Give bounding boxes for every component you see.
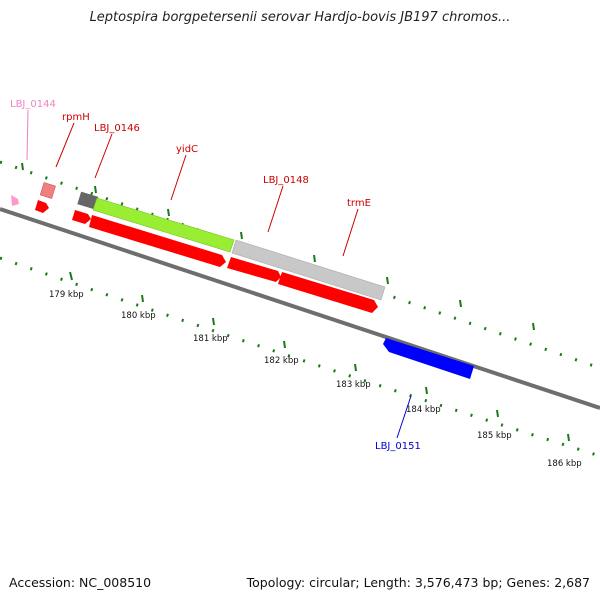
gene-LBJ_0148[interactable]: [231, 239, 386, 301]
scale-label: 182 kbp: [264, 356, 299, 366]
gene-yidC[interactable]: [92, 197, 235, 253]
scale-label: 181 kbp: [193, 334, 228, 344]
major-tick: [386, 276, 389, 285]
cds-feature: [278, 272, 378, 313]
gene-rpmH[interactable]: [39, 182, 56, 199]
gene-LBJ_0151[interactable]: [383, 338, 474, 379]
label-leaders: [26, 109, 412, 439]
scale-label: 180 kbp: [121, 311, 156, 321]
major-tick: [167, 208, 170, 217]
leader-trmE: [342, 208, 359, 257]
upper-major-ticks: [21, 162, 535, 331]
cds-feature: [89, 215, 226, 267]
major-tick: [496, 409, 499, 418]
scale-label: 186 kbp: [547, 459, 582, 469]
major-tick: [459, 299, 462, 308]
major-tick: [21, 162, 24, 171]
major-tick: [313, 254, 316, 263]
major-tick: [240, 231, 243, 240]
cds-feature: [227, 257, 281, 282]
chromosome-backbone: [0, 207, 600, 410]
major-tick: [532, 322, 535, 331]
label-LBJ_0148: LBJ_0148: [263, 175, 309, 186]
cds-feature: [35, 200, 49, 213]
scale-label: 183 kbp: [336, 380, 371, 390]
leader-rpmH: [55, 122, 75, 168]
scale-labels: 179 kbp 180 kbp 181 kbp 182 kbp 183 kbp …: [49, 290, 582, 469]
label-rpmH: rpmH: [62, 112, 90, 123]
scale-label: 185 kbp: [477, 431, 512, 441]
label-LBJ_0146: LBJ_0146: [94, 123, 140, 134]
major-tick: [283, 340, 286, 349]
accession-text: Accession: NC_008510: [9, 575, 152, 590]
scale-label: 179 kbp: [49, 290, 84, 300]
major-tick: [141, 294, 144, 303]
lower-major-ticks: [69, 271, 570, 442]
map-title: Leptospira borgpetersenii serovar Hardjo…: [89, 10, 511, 25]
major-tick: [69, 271, 73, 281]
gene-LBJ_0146[interactable]: [77, 191, 99, 210]
leader-LBJ_0151: [396, 395, 412, 439]
leader-LBJ_0146: [94, 133, 113, 179]
major-tick: [212, 317, 215, 326]
label-yidC: yidC: [176, 144, 198, 155]
scale-label: 184 kbp: [406, 405, 441, 415]
gene-LBJ_0144[interactable]: [11, 195, 19, 206]
major-tick: [425, 386, 428, 395]
leader-yidC: [170, 154, 187, 201]
summary-text: Topology: circular; Length: 3,576,473 bp…: [246, 575, 590, 590]
cds-feature: [72, 210, 91, 224]
major-tick: [567, 433, 570, 442]
label-LBJ_0151: LBJ_0151: [375, 441, 421, 452]
leader-LBJ_0148: [267, 185, 284, 233]
leader-LBJ_0144: [26, 109, 29, 161]
upper-tick-track: [0, 160, 600, 370]
label-trmE: trmE: [347, 198, 371, 209]
label-LBJ_0144: LBJ_0144: [10, 99, 56, 110]
major-tick: [354, 363, 357, 372]
major-tick: [94, 185, 97, 194]
